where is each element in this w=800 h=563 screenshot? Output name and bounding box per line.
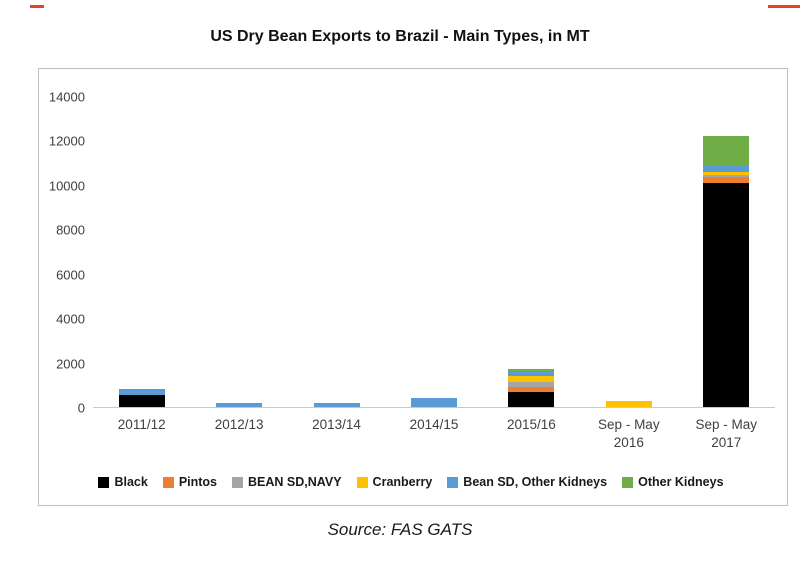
legend-label: Cranberry [372,475,433,489]
bar-segment [703,183,750,407]
legend-label: Black [114,475,148,489]
legend-item: BEAN SD,NAVY [232,475,342,489]
stacked-bar [410,97,457,407]
legend-swatch-icon [447,476,459,488]
legend-swatch-icon [232,476,244,488]
legend-label: Other Kidneys [638,475,724,489]
bar-segment [508,387,555,392]
x-tick-label: 2012/13 [214,417,264,432]
bar-segment [118,394,165,407]
bar-segment [703,176,750,184]
chart-frame: 0 2000 4000 6000 8000 10000 12000 14000 2011/12… [38,68,788,506]
x-tick-label: Sep - May 2017 [695,417,757,451]
bar-segment [508,371,555,377]
source-caption: Source: FAS GATS [327,520,473,539]
stacked-bar [508,97,555,407]
legend-item: Bean SD, Other Kidneys [447,475,607,489]
y-tick-label: 14000 [48,89,85,105]
stacked-bar [216,97,263,407]
plot-area [93,97,775,408]
legend-swatch-icon [162,476,174,488]
bar-segment [508,391,555,407]
bar-segment [508,376,555,382]
legend-label: Bean SD, Other Kidneys [463,475,608,489]
stacked-bar [118,97,165,407]
legend-swatch-icon [98,476,110,488]
legend-item: Other Kidneys [622,475,724,489]
decorative-red-mark-right [768,5,800,8]
bar-segment [703,172,750,175]
x-tick-label: 2013/14 [312,417,361,432]
stacked-bar [703,97,750,407]
bar-segment [216,402,263,407]
legend: Black Pintos BEAN SD,NAVY Cranberry Bean SD,… [47,469,775,497]
legend-swatch-icon [622,476,634,488]
stacked-bar [313,97,360,407]
legend-swatch-icon [356,476,368,488]
bar-segment [703,164,750,173]
y-tick-label: 2000 [56,356,85,372]
x-tick-label: Sep - May 2016 [598,417,660,451]
decorative-red-mark-left [30,5,44,8]
bar-segment [118,389,165,395]
bar-segment [703,174,750,177]
x-axis: 2011/12 2012/13 2013/14 2014/15 2015/16 Sep -… [93,408,775,452]
bar-segment [410,398,457,407]
bar-segment [508,381,555,388]
bar-segment [703,135,750,165]
y-tick-label: 0 [77,400,85,416]
y-tick-label: 6000 [56,267,85,283]
x-tick-label: 2015/16 [506,417,556,432]
bar-segment [313,403,360,407]
y-axis: 0 2000 4000 6000 8000 10000 12000 14000 [47,90,93,416]
y-tick-label: 8000 [56,222,85,238]
chart-title: US Dry Bean Exports to Brazil - Main Typ… [210,28,590,45]
x-tick-label: 2011/12 [117,417,166,432]
legend-item: Black [98,475,148,489]
x-tick-label: 2014/15 [409,417,459,432]
y-tick-label: 12000 [48,133,85,149]
legend-item: Cranberry [356,475,433,489]
legend-label: Pintos [178,475,218,489]
y-tick-label: 10000 [48,178,85,194]
plot-row: 0 2000 4000 6000 8000 10000 12000 14000 [47,90,775,416]
stacked-bar [605,97,652,407]
legend-item: Pintos [162,475,218,489]
legend-label: BEAN SD,NAVY [248,475,342,489]
bar-segment [508,369,555,372]
bar-segment [605,401,652,407]
y-tick-label: 4000 [56,311,85,327]
